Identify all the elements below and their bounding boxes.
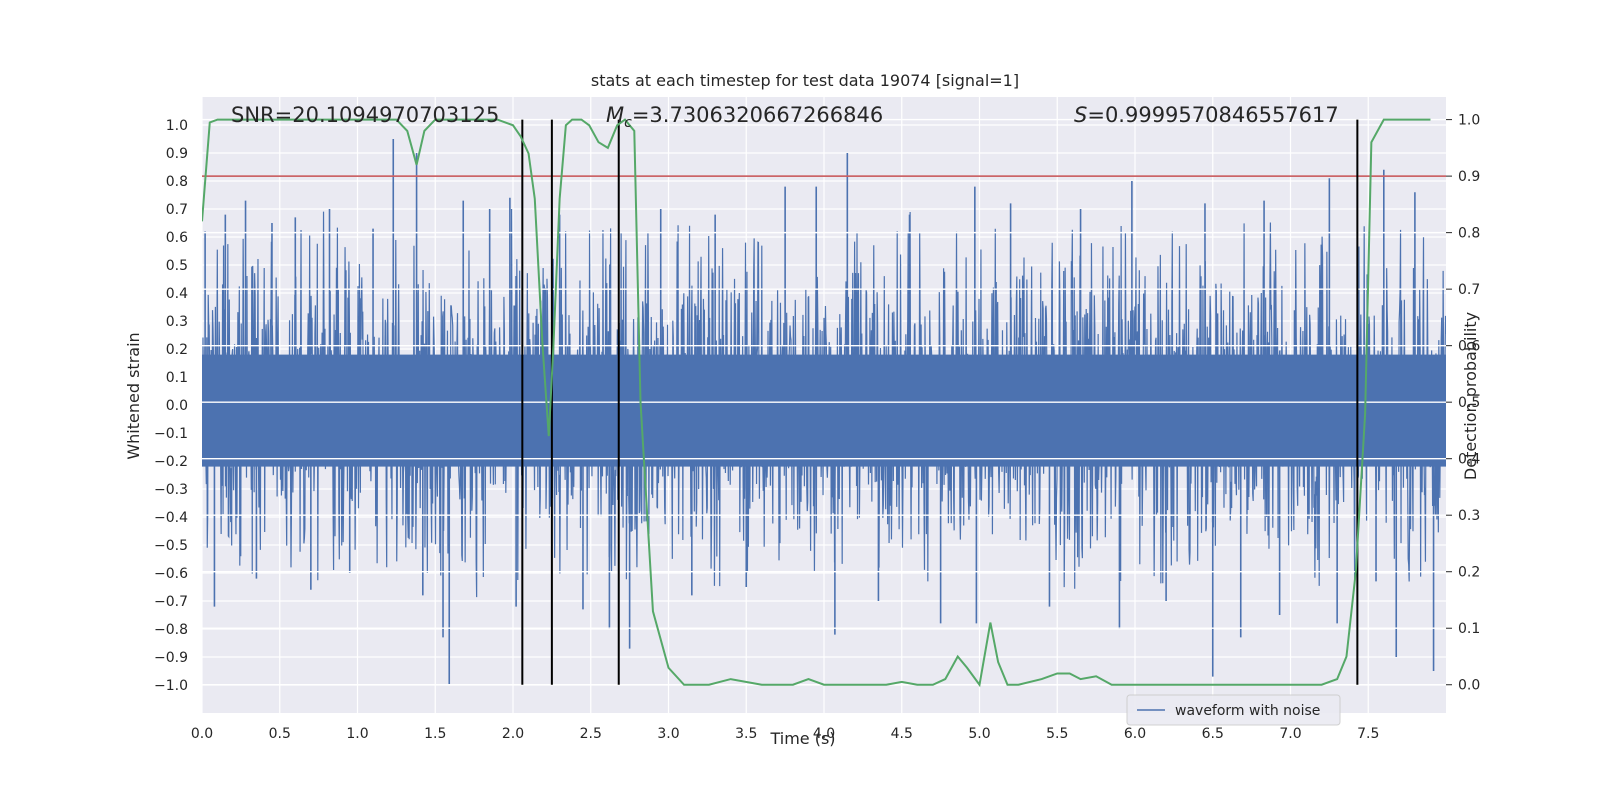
waveform-dense-core bbox=[202, 354, 1446, 467]
y-tick-label: −0.4 bbox=[154, 510, 188, 526]
y-tick-label: 0.2 bbox=[166, 342, 188, 358]
x-tick-label: 3.5 bbox=[735, 726, 757, 742]
y-tick-label: −0.9 bbox=[154, 650, 188, 666]
detection-probability-series bbox=[202, 118, 1431, 688]
x-tick-label: 2.0 bbox=[502, 726, 524, 742]
s-annotation: S=0.9999570846557617 bbox=[1074, 103, 1339, 127]
x-tick-label: 5.5 bbox=[1046, 726, 1068, 742]
x-tick-label: 0.5 bbox=[269, 726, 291, 742]
legend-box bbox=[1126, 694, 1341, 726]
y-right-tick-label: 0.0 bbox=[1458, 678, 1480, 694]
y-right-tick-label: 0.3 bbox=[1458, 508, 1480, 524]
x-tick-label: 3.0 bbox=[657, 726, 679, 742]
y-tick-label: −0.1 bbox=[154, 426, 188, 442]
x-tick-label: 5.0 bbox=[968, 726, 990, 742]
x-tick-label: 6.0 bbox=[1124, 726, 1146, 742]
y-right-tick-label: 0.7 bbox=[1458, 282, 1480, 298]
y-right-tick-label: 0.6 bbox=[1458, 339, 1480, 355]
x-tick-label: 2.5 bbox=[580, 726, 602, 742]
y-tick-label: −0.8 bbox=[154, 622, 188, 638]
s-value: =0.9999570846557617 bbox=[1087, 103, 1338, 127]
y-tick-label: 0.9 bbox=[166, 146, 188, 162]
waveform-series bbox=[202, 139, 1446, 685]
detection-probability-line bbox=[202, 118, 1431, 688]
y-tick-label: 0.6 bbox=[166, 230, 188, 246]
y-tick-label: −0.5 bbox=[154, 538, 188, 554]
y-axis-label-right: Detection probability bbox=[1461, 312, 1480, 480]
chirp-mass-annotation: Mc=3.7306320667266846 bbox=[606, 103, 883, 131]
chirp-mass-value: =3.7306320667266846 bbox=[632, 103, 883, 127]
y-right-tick-label: 0.8 bbox=[1458, 226, 1480, 242]
vertical-markers bbox=[521, 119, 1359, 685]
x-tick-label: 0.0 bbox=[191, 726, 213, 742]
y-right-tick-label: 1.0 bbox=[1458, 113, 1480, 129]
y-tick-label: −0.3 bbox=[154, 482, 188, 498]
y-tick-label: −0.2 bbox=[154, 454, 188, 470]
y-tick-label: 0.5 bbox=[166, 258, 188, 274]
y-axis-ticks-right: 1.0 0.9 0.8 0.7 0.6 0.5 0.4 0.3 0.2 0.1 0.0 bbox=[1446, 113, 1480, 694]
y-tick-label: −0.7 bbox=[154, 594, 188, 610]
waveform-line bbox=[202, 208, 1446, 598]
y-tick-label: 0.7 bbox=[166, 202, 188, 218]
y-right-tick-label: 0.5 bbox=[1458, 395, 1480, 411]
x-tick-label: 1.0 bbox=[346, 726, 368, 742]
y-tick-label: 1.0 bbox=[166, 118, 188, 134]
chart-title: stats at each timestep for test data 190… bbox=[591, 71, 1019, 90]
x-tick-label: 4.0 bbox=[813, 726, 835, 742]
y-right-tick-label: 0.9 bbox=[1458, 169, 1480, 185]
x-tick-label: 4.5 bbox=[891, 726, 913, 742]
y-right-tick-label: 0.1 bbox=[1458, 621, 1480, 637]
y-tick-label: −1.0 bbox=[154, 678, 188, 694]
y-right-tick-label: 0.4 bbox=[1458, 452, 1480, 468]
y-tick-label: 0.0 bbox=[166, 398, 188, 414]
y-tick-label: 0.1 bbox=[166, 370, 188, 386]
y-tick-label: −0.6 bbox=[154, 566, 188, 582]
x-axis-label: Time (s) bbox=[769, 729, 835, 748]
snr-annotation: SNR=20.1094970703125 bbox=[231, 103, 499, 127]
s-symbol: S bbox=[1074, 103, 1087, 127]
x-tick-label: 1.5 bbox=[424, 726, 446, 742]
y-right-tick-label: 0.2 bbox=[1458, 565, 1480, 581]
y-axis-ticks-left: 1.0 0.9 0.8 0.7 0.6 0.5 0.4 0.3 0.2 0.1 0.0 −0.1 −0.… bbox=[154, 118, 188, 694]
y-tick-label: 0.8 bbox=[166, 174, 188, 190]
x-tick-label: 6.5 bbox=[1202, 726, 1224, 742]
y-axis-label: Whitened strain bbox=[124, 332, 143, 459]
legend-label-waveform: waveform with noise bbox=[1175, 703, 1320, 719]
y-tick-label: 0.3 bbox=[166, 314, 188, 330]
x-tick-label: 7.0 bbox=[1279, 726, 1301, 742]
chirp-mass-subscript: c bbox=[624, 115, 632, 131]
x-tick-label: 7.5 bbox=[1357, 726, 1379, 742]
chirp-mass-symbol: M bbox=[606, 103, 624, 127]
x-axis-ticks: 0.0 0.5 1.0 1.5 2.0 2.5 3.0 3.5 4.0 4.5 5.0 5.5 6.0 6… bbox=[191, 726, 1380, 742]
y-tick-label: 0.4 bbox=[166, 286, 188, 302]
legend: waveform with noise bbox=[1126, 694, 1341, 726]
